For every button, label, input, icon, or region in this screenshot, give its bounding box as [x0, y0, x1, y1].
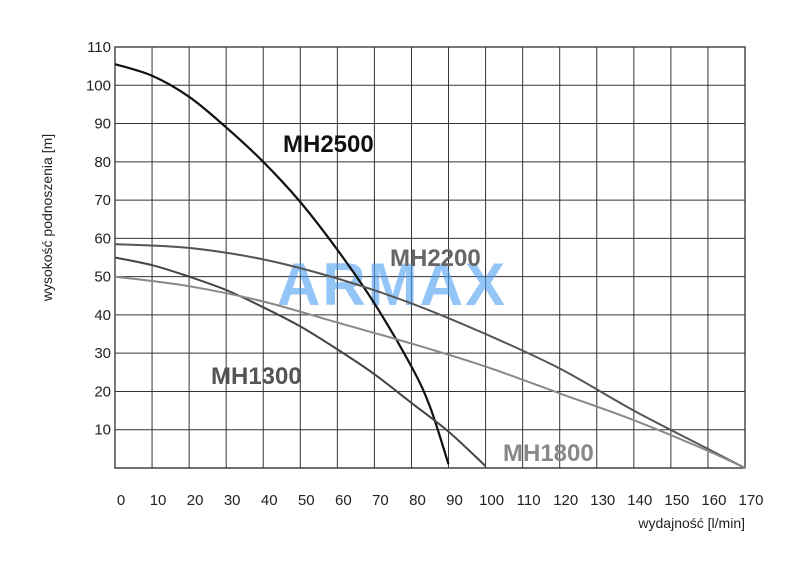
- x-tick-label: 110: [517, 492, 541, 509]
- y-tick-label: 90: [94, 116, 111, 133]
- x-tick-labels: 0 10 20 30 40 50 60 70 80 90 100 110 120 130 140 150 160…: [117, 492, 764, 509]
- x-axis-label: wydajność [l/min]: [637, 515, 745, 531]
- x-tick-label: 120: [553, 492, 578, 509]
- x-tick-label: 170: [738, 492, 763, 509]
- x-tick-label: 160: [701, 492, 726, 509]
- series-line-mh2200: [114, 243, 746, 469]
- y-tick-label: 100: [86, 77, 111, 94]
- series-label-mh2200: MH2200: [390, 245, 481, 272]
- series-lines: [114, 63, 746, 469]
- x-tick-label: 50: [298, 492, 315, 509]
- series-label-mh2500: MH2500: [283, 131, 374, 158]
- x-tick-label: 0: [117, 492, 125, 509]
- x-tick-label: 20: [187, 492, 204, 509]
- y-tick-label: 10: [94, 422, 111, 439]
- x-tick-label: 70: [372, 492, 389, 509]
- x-tick-label: 40: [261, 492, 278, 509]
- y-tick-labels: 10 20 30 40 50 60 70 80 90 100 110: [86, 39, 111, 439]
- x-tick-label: 100: [479, 492, 504, 509]
- y-tick-label: 80: [94, 154, 111, 171]
- y-tick-label: 60: [94, 230, 111, 247]
- series-line-mh2500: [114, 63, 450, 465]
- x-tick-label: 60: [335, 492, 352, 509]
- series-label-mh1800: MH1800: [503, 440, 594, 467]
- y-tick-label: 30: [94, 345, 111, 362]
- x-tick-label: 90: [446, 492, 463, 509]
- y-tick-label: 20: [94, 383, 111, 400]
- series-line-mh1300: [114, 256, 487, 467]
- y-tick-label: 110: [87, 39, 111, 56]
- series-label-mh1300: MH1300: [211, 363, 302, 390]
- y-tick-label: 40: [94, 307, 111, 324]
- x-tick-label: 150: [664, 492, 689, 509]
- grid: [114, 46, 746, 469]
- y-tick-label: 50: [94, 269, 111, 286]
- x-tick-label: 80: [409, 492, 426, 509]
- y-axis-label: wysokość podnoszenia [m]: [39, 134, 55, 302]
- x-tick-label: 30: [224, 492, 241, 509]
- series-line-mh1800: [114, 275, 746, 469]
- x-tick-label: 130: [590, 492, 615, 509]
- x-tick-label: 140: [627, 492, 652, 509]
- watermark: ARMAX: [277, 251, 507, 318]
- y-tick-label: 70: [94, 192, 111, 209]
- x-tick-label: 10: [150, 492, 167, 509]
